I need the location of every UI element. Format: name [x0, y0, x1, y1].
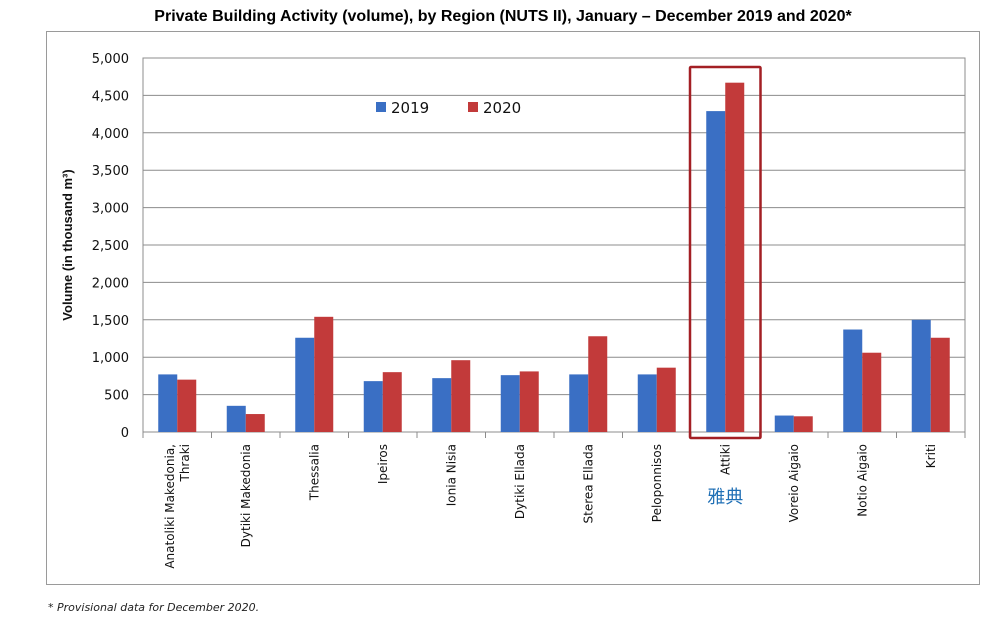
annotation-label: 雅典 — [707, 487, 743, 508]
bar-2019 — [158, 374, 178, 432]
x-tick-label: Notio Aigaio — [855, 444, 869, 517]
chart-title: Private Building Activity (volume), by R… — [154, 8, 852, 25]
x-tick-label: Thessalia — [307, 444, 321, 501]
x-tick-label: Ipeiros — [376, 444, 390, 484]
bar-2019 — [432, 378, 452, 432]
y-tick-label: 0 — [121, 426, 129, 441]
y-tick-label: 3,500 — [92, 164, 129, 179]
bar-2019 — [843, 329, 863, 432]
y-tick-label: 500 — [104, 389, 129, 404]
bar-2020 — [656, 367, 676, 432]
x-tick-label: Ionia Nisia — [444, 444, 458, 506]
y-tick-label: 2,500 — [92, 239, 129, 254]
x-tick-label: Dytiki Makedonia — [239, 444, 253, 547]
x-tick-label: Voreio Aigaio — [787, 444, 801, 522]
bar-2020 — [314, 316, 334, 432]
bar-2019 — [295, 337, 315, 432]
y-tick-label: 4,500 — [92, 89, 129, 104]
bar-2019 — [500, 375, 520, 432]
legend-label: 2019 — [391, 99, 429, 117]
bar-2020 — [793, 416, 813, 432]
legend-swatch-2020 — [468, 102, 478, 112]
bar-2020 — [451, 360, 471, 432]
bar-2019 — [569, 374, 589, 432]
bar-2020 — [725, 82, 745, 433]
x-tick-label: Kriti — [924, 444, 938, 468]
bar-2020 — [245, 414, 265, 432]
bar-2020 — [519, 371, 539, 432]
y-tick-label: 3,000 — [92, 202, 129, 217]
y-tick-label: 2,000 — [92, 276, 129, 291]
x-tick-label: Sterea Ellada — [581, 444, 595, 524]
x-tick-label: Dytiki Ellada — [513, 444, 527, 519]
bar-2020 — [588, 336, 608, 432]
bar-2019 — [226, 405, 246, 432]
footnote: * Provisional data for December 2020. — [48, 601, 260, 614]
bar-2020 — [382, 372, 402, 432]
y-axis-label: Volume (in thousand m³) — [60, 169, 75, 320]
bar-2020 — [177, 379, 197, 432]
y-tick-label: 5,000 — [92, 52, 129, 67]
chart-frame — [46, 31, 980, 585]
y-tick-label: 1,500 — [92, 314, 129, 329]
x-tick-label: Attiki — [718, 444, 732, 475]
x-tick-label: Peloponnisos — [650, 444, 664, 522]
bar-2020 — [862, 352, 882, 432]
y-tick-label: 1,000 — [92, 351, 129, 366]
bar-2020 — [930, 337, 950, 432]
bar-2019 — [637, 374, 657, 432]
legend-swatch-2019 — [376, 102, 386, 112]
legend-label: 2020 — [483, 99, 521, 117]
bar-2019 — [911, 319, 931, 432]
highlight-box — [688, 65, 762, 440]
bar-2019 — [363, 381, 383, 432]
x-tick-label: Anatoliki Makedonia, — [163, 444, 177, 569]
bar-2019 — [774, 415, 794, 432]
y-tick-label: 4,000 — [92, 127, 129, 142]
bar-2019 — [706, 111, 726, 432]
x-tick-label: Thraki — [178, 444, 192, 483]
